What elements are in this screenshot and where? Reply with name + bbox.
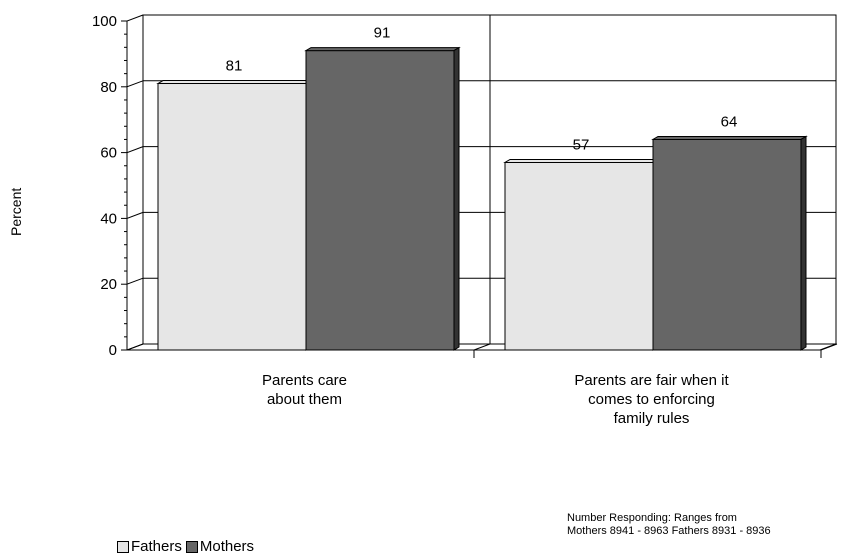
legend-swatch-fathers — [117, 540, 129, 553]
bar-mothers-0 — [304, 46, 461, 351]
category-label-1: comes to enforcing — [588, 391, 715, 408]
y-tick-label: 80 — [100, 79, 117, 96]
category-label-1: Parents are fair when it — [574, 372, 729, 389]
y-tick-label: 60 — [100, 145, 117, 162]
legend-label-mothers: Mothers — [199, 538, 255, 555]
y-tick-label: 40 — [100, 210, 117, 227]
legend-item-fathers: Fathers — [117, 538, 182, 555]
bars — [156, 46, 808, 351]
note-line-1: Number Responding: Ranges from — [567, 512, 737, 524]
bar-mothers-1 — [651, 135, 808, 351]
legend-label-fathers: Fathers — [131, 538, 182, 555]
legend: Fathers Mothers — [117, 538, 258, 555]
bar-fathers-0 — [156, 79, 313, 351]
category-label-1: family rules — [614, 410, 690, 427]
y-tick-label: 100 — [92, 13, 117, 30]
data-label-fathers-0: 81 — [226, 58, 243, 75]
bar-fathers-1 — [503, 158, 660, 351]
category-label-0: Parents care — [262, 372, 347, 389]
bar-chart: 0 20 40 60 80 100 81 57 91 64 Parents care about th… — [92, 13, 838, 427]
data-label-mothers-0: 91 — [374, 25, 391, 42]
legend-swatch-mothers — [185, 540, 198, 553]
data-label-fathers-1: 57 — [573, 136, 590, 153]
legend-item-mothers: Mothers — [185, 538, 255, 555]
y-tick-label: 20 — [100, 276, 117, 293]
note-line-2: Mothers 8941 - 8963 Fathers 8931 - 8936 — [567, 525, 771, 537]
data-label-mothers-1: 64 — [721, 113, 738, 130]
category-label-0: about them — [267, 391, 342, 408]
responding-note: Number Responding: Ranges from Mothers 8… — [567, 512, 771, 538]
y-tick-label: 0 — [109, 342, 117, 359]
labels: 0 20 40 60 80 100 81 57 91 64 Parents care about th… — [92, 13, 737, 427]
